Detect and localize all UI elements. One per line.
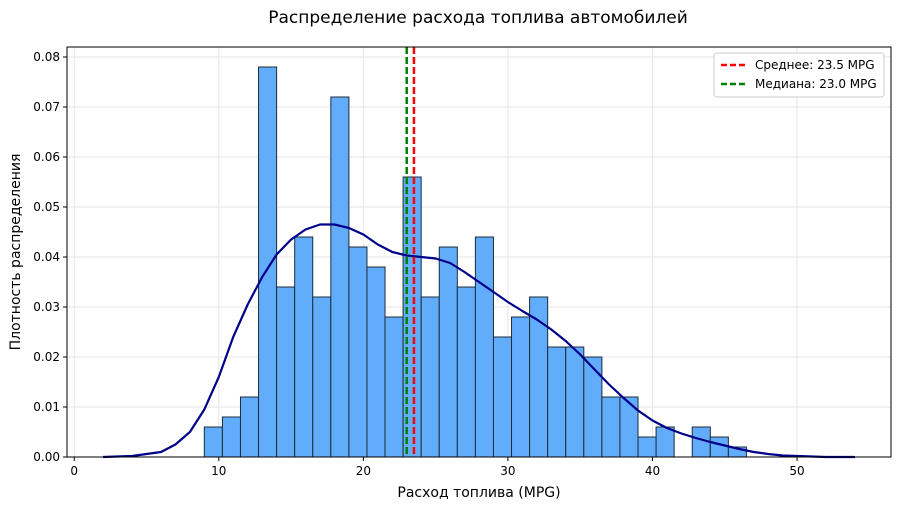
legend-mean-label: Среднее: 23.5 MPG — [755, 58, 875, 72]
y-tick-label-2: 0.02 — [33, 350, 60, 364]
histogram-bar-21 — [583, 356, 603, 458]
histogram-bar-13 — [438, 246, 458, 458]
histogram-bar-22 — [601, 396, 621, 458]
histogram-bar-8 — [348, 246, 368, 458]
histogram-bar-24 — [637, 436, 657, 458]
histogram-bar-5 — [294, 236, 314, 458]
x-axis-label: Расход топлива (MPG) — [397, 485, 560, 501]
chart-title: Распределение расхода топлива автомобиле… — [268, 8, 688, 28]
kde-layer — [103, 223, 855, 459]
y-tick-label-3: 0.03 — [33, 300, 60, 314]
ticks-layer: 0 10 20 30 40 50 0.00 0.01 0.02 0.03 0.04 0.05 0.06 0… — [33, 50, 804, 478]
histogram-bar-0 — [203, 426, 223, 458]
histogram-bar-25 — [655, 426, 675, 458]
histogram-bar-6 — [312, 296, 332, 458]
x-tick-label-4: 40 — [645, 464, 660, 478]
histogram-bar-10 — [384, 316, 404, 458]
plot-frame — [66, 46, 892, 458]
histogram-bar-28 — [709, 436, 729, 458]
y-tick-label-5: 0.05 — [33, 200, 60, 214]
y-tick-label-8: 0.08 — [33, 50, 60, 64]
legend-median-label: Медиана: 23.0 MPG — [755, 77, 877, 91]
histogram-bar-3 — [258, 66, 278, 458]
y-tick-label-7: 0.07 — [33, 100, 60, 114]
legend-box — [713, 52, 885, 98]
y-tick-label-1: 0.01 — [33, 400, 60, 414]
histogram-bar-23 — [619, 396, 639, 458]
reference-lines-layer — [405, 47, 416, 457]
histogram-bar-2 — [239, 396, 260, 458]
histogram-bar-9 — [366, 266, 386, 458]
histogram-bar-16 — [492, 336, 513, 458]
x-tick-label-2: 20 — [356, 464, 371, 478]
histogram-bar-1 — [221, 416, 241, 458]
y-tick-label-6: 0.06 — [33, 150, 60, 164]
histogram-bar-4 — [276, 286, 296, 458]
bars-layer — [203, 66, 747, 458]
histogram-bar-19 — [547, 346, 567, 458]
x-tick-label-3: 30 — [500, 464, 515, 478]
y-tick-label-4: 0.04 — [33, 250, 60, 264]
y-tick-label-0: 0.00 — [33, 450, 60, 464]
histogram-bar-15 — [474, 236, 494, 458]
histogram-bar-7 — [330, 96, 350, 458]
x-tick-label-1: 10 — [211, 464, 226, 478]
y-axis-label: Плотность распределения — [8, 154, 24, 351]
legend: Среднее: 23.5 MPG Медиана: 23.0 MPG — [713, 52, 885, 98]
histogram-bar-12 — [420, 296, 440, 458]
histogram-bar-20 — [565, 346, 585, 458]
grid-layer — [67, 47, 891, 458]
histogram-bar-14 — [456, 286, 476, 458]
kde-curve — [103, 223, 855, 459]
histogram-bar-17 — [511, 316, 531, 458]
x-tick-label-5: 50 — [789, 464, 804, 478]
x-tick-label-0: 0 — [70, 464, 78, 478]
